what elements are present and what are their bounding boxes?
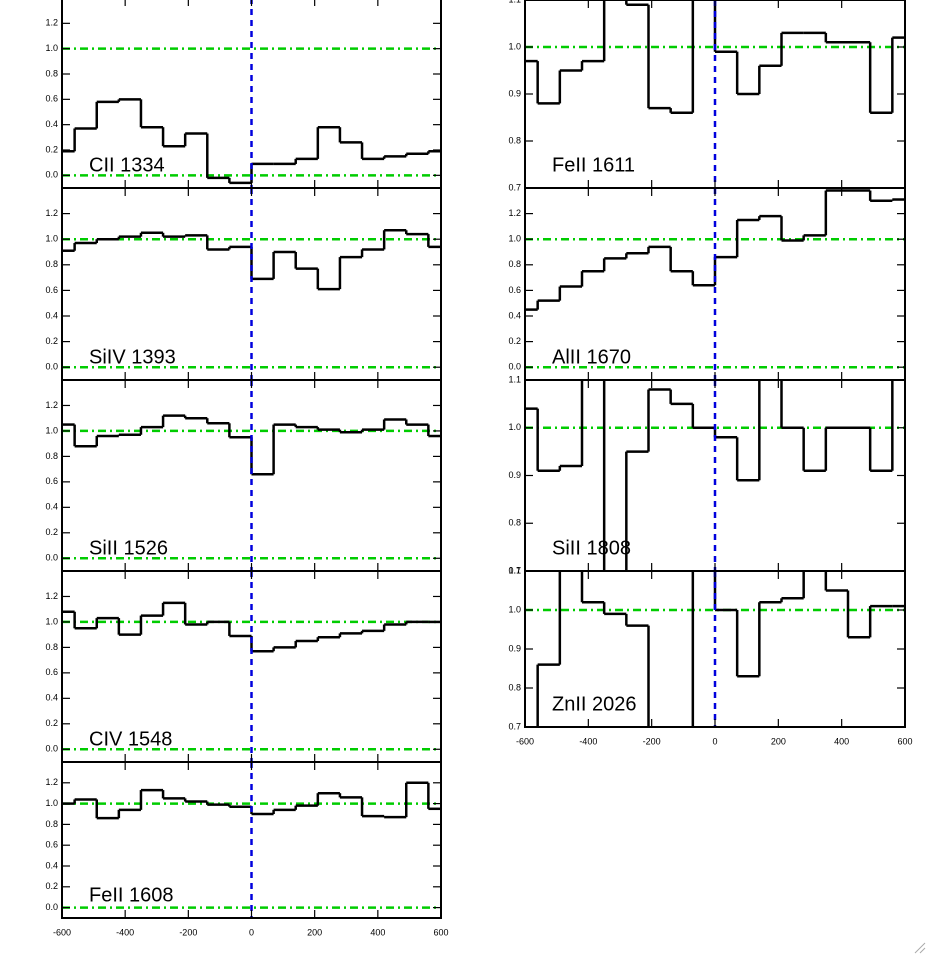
panel-title: FeII 1608	[89, 884, 174, 906]
panel-title: SiIV 1393	[89, 346, 176, 368]
y-tick-label: 0.8	[45, 642, 58, 652]
y-tick-label: 0.2	[45, 527, 58, 537]
x-tick-label: -400	[579, 736, 597, 746]
y-tick-label: 1.1	[508, 565, 521, 575]
y-tick-label: 0.9	[508, 470, 521, 480]
panel	[525, 571, 905, 727]
y-tick-label: 0.4	[45, 119, 58, 129]
y-tick-label: 0.4	[45, 693, 58, 703]
y-tick-label: 1.0	[45, 798, 58, 808]
y-tick-label: 0.6	[45, 840, 58, 850]
y-tick-label: 1.1	[508, 0, 521, 4]
y-tick-label: 0.2	[508, 336, 521, 346]
y-tick-label: 0.0	[45, 744, 58, 754]
y-tick-label: 0.4	[45, 502, 58, 512]
y-tick-label: 1.0	[508, 422, 521, 432]
y-tick-label: 1.2	[45, 400, 58, 410]
y-tick-label: 0.0	[45, 362, 58, 372]
panel	[62, 188, 441, 380]
x-tick-label: 0	[249, 927, 254, 937]
panel-title: CII 1334	[89, 154, 165, 176]
y-tick-label: 1.0	[45, 425, 58, 435]
y-tick-label: 0.6	[45, 476, 58, 486]
panel-title: SiII 1808	[552, 537, 631, 559]
y-tick-label: 0.4	[508, 310, 521, 320]
panel	[62, 762, 441, 918]
y-tick-label: 0.0	[45, 170, 58, 180]
y-tick-label: 0.9	[508, 88, 521, 98]
y-tick-label: 0.8	[45, 451, 58, 461]
y-tick-label: 0.8	[508, 682, 521, 692]
y-tick-label: 0.2	[45, 336, 58, 346]
x-tick-label: 400	[834, 736, 849, 746]
y-tick-label: 0.8	[45, 68, 58, 78]
y-tick-label: 1.0	[508, 234, 521, 244]
y-tick-label: 1.1	[508, 374, 521, 384]
panel	[62, 380, 441, 571]
panel	[525, 380, 905, 571]
panel	[525, 0, 905, 188]
y-tick-label: 0.9	[508, 643, 521, 653]
x-tick-label: -200	[643, 736, 661, 746]
y-tick-label: 1.0	[508, 41, 521, 51]
y-tick-label: 0.0	[508, 362, 521, 372]
y-tick-label: 1.0	[45, 43, 58, 53]
y-tick-label: 0.4	[45, 860, 58, 870]
x-tick-label: 600	[897, 736, 912, 746]
panel-title: ZnII 2026	[552, 693, 637, 715]
y-tick-label: 0.8	[45, 819, 58, 829]
y-tick-label: 0.7	[508, 721, 521, 731]
y-tick-label: 0.2	[45, 881, 58, 891]
x-tick-label: -600	[53, 927, 71, 937]
y-tick-label: 1.2	[45, 18, 58, 28]
y-tick-label: 0.8	[45, 259, 58, 269]
y-tick-label: 1.2	[45, 591, 58, 601]
y-tick-label: 0.2	[45, 718, 58, 728]
x-tick-label: 600	[433, 927, 448, 937]
y-tick-label: 0.6	[45, 285, 58, 295]
x-tick-label: 400	[370, 927, 385, 937]
panel-title: FeII 1611	[552, 154, 635, 176]
x-tick-label: 200	[771, 736, 786, 746]
y-tick-label: 1.0	[508, 604, 521, 614]
y-tick-label: 1.0	[45, 616, 58, 626]
y-tick-label: 1.2	[45, 777, 58, 787]
y-tick-label: 0.8	[508, 135, 521, 145]
y-tick-label: 1.2	[508, 208, 521, 218]
panel-title: AlII 1670	[552, 346, 631, 368]
y-tick-label: 0.0	[45, 902, 58, 912]
y-tick-label: 1.2	[45, 208, 58, 218]
panel	[62, 0, 441, 188]
y-tick-label: 0.2	[45, 144, 58, 154]
y-tick-label: 0.6	[45, 667, 58, 677]
y-tick-label: 0.6	[508, 285, 521, 295]
y-tick-label: 0.8	[508, 259, 521, 269]
x-tick-label: -400	[116, 927, 134, 937]
x-tick-label: -200	[179, 927, 197, 937]
y-tick-label: 0.7	[508, 182, 521, 192]
panel	[62, 571, 441, 762]
panel	[525, 188, 905, 380]
y-tick-label: 0.7	[508, 565, 521, 575]
x-tick-label: 200	[307, 927, 322, 937]
y-tick-label: 1.0	[45, 234, 58, 244]
panel-title: CIV 1548	[89, 728, 172, 750]
panel-title: SiII 1526	[89, 537, 168, 559]
y-tick-label: 0.6	[45, 94, 58, 104]
x-tick-label: -600	[516, 736, 534, 746]
y-tick-label: 0.0	[45, 553, 58, 563]
resize-grip	[914, 942, 926, 954]
x-tick-label: 0	[712, 736, 717, 746]
y-tick-label: 0.4	[45, 310, 58, 320]
y-tick-label: 0.8	[508, 518, 521, 528]
